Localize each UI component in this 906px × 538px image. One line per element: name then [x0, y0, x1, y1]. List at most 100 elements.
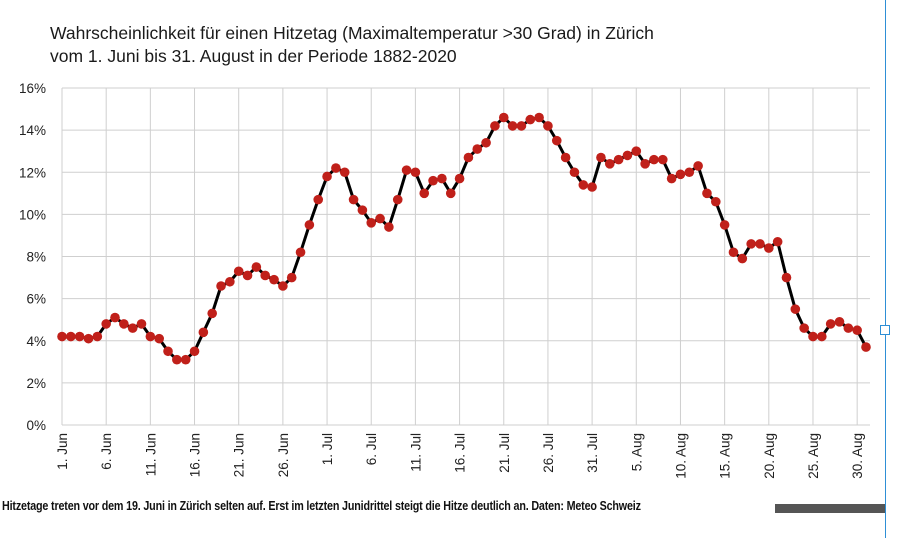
data-point: [454, 173, 465, 184]
data-point: [604, 159, 615, 169]
data-point: [684, 167, 695, 178]
data-point: [119, 319, 129, 329]
data-point: [189, 346, 200, 357]
data-point: [313, 194, 324, 205]
data-point: [825, 319, 836, 329]
x-tick-label: 10. Aug: [673, 433, 688, 479]
data-point: [331, 163, 341, 173]
data-point: [702, 188, 712, 199]
data-point: [843, 323, 854, 333]
y-tick-label: 6%: [26, 292, 46, 307]
caption-bar: [775, 504, 886, 513]
data-point: [101, 319, 111, 329]
data-point: [410, 167, 421, 178]
data-point: [861, 342, 871, 352]
data-point: [269, 274, 279, 285]
x-tick-label: 11. Jun: [143, 433, 158, 476]
data-point: [569, 167, 580, 178]
data-point: [781, 272, 792, 283]
data-point: [711, 196, 721, 207]
y-tick-label: 12%: [19, 165, 46, 180]
chart-title: Wahrscheinlichkeit für einen Hitzetag (M…: [50, 22, 654, 68]
x-tick-label: 6. Jun: [99, 433, 114, 470]
data-point: [543, 121, 553, 131]
x-tick-label: 20. Aug: [762, 433, 777, 479]
data-point: [445, 188, 456, 199]
data-point: [154, 333, 164, 344]
data-point: [498, 112, 509, 123]
data-point: [83, 333, 94, 344]
data-point: [304, 220, 315, 230]
x-tick-label: 26. Jun: [276, 433, 291, 477]
x-tick-label: 15. Aug: [718, 433, 733, 479]
y-tick-label: 2%: [26, 376, 46, 391]
data-point: [233, 266, 244, 277]
x-tick-label: 30. Aug: [850, 433, 865, 479]
data-point: [110, 312, 120, 323]
data-point: [339, 167, 350, 178]
resize-handle[interactable]: [880, 325, 890, 335]
data-point: [375, 213, 385, 224]
data-point: [260, 270, 271, 281]
data-point: [384, 222, 394, 232]
data-point: [693, 161, 703, 171]
data-point: [675, 169, 686, 180]
y-tick-label: 8%: [26, 250, 46, 265]
x-tick-label: 26. Jul: [541, 433, 556, 473]
data-point: [366, 218, 377, 228]
data-point: [286, 272, 297, 283]
y-tick-label: 4%: [26, 334, 46, 349]
x-axis-ticks: 1. Jun 6. Jun 11. Jun 16. Jun 21. Jun 26. Jun…: [55, 433, 865, 479]
x-tick-label: 16. Jul: [453, 433, 468, 473]
data-point: [180, 354, 191, 365]
x-tick-label: 31. Jul: [585, 433, 600, 473]
data-point: [817, 331, 827, 342]
data-point: [790, 304, 801, 314]
series-line: [62, 115, 868, 362]
data-point: [560, 152, 571, 163]
data-point: [472, 144, 483, 154]
data-point: [516, 121, 527, 131]
data-point: [278, 281, 288, 291]
data-point: [348, 194, 359, 205]
data-point: [145, 331, 156, 342]
x-tick-label: 1. Jun: [55, 433, 70, 470]
y-tick-label: 14%: [19, 123, 46, 138]
data-point: [172, 354, 182, 365]
data-point: [198, 327, 209, 338]
data-point: [463, 152, 474, 163]
data-point: [578, 180, 589, 190]
data-point: [207, 308, 217, 319]
y-tick-label: 0%: [26, 418, 46, 433]
data-point: [392, 194, 403, 205]
data-point: [295, 247, 306, 258]
data-point: [657, 154, 668, 165]
data-point: [852, 325, 862, 336]
data-point: [57, 331, 67, 342]
data-point: [622, 150, 633, 161]
data-point: [587, 182, 597, 192]
data-point: [322, 171, 332, 182]
data-point: [719, 220, 730, 230]
data-point: [216, 281, 226, 291]
data-point: [251, 262, 262, 272]
x-tick-label: 16. Jun: [188, 433, 203, 477]
data-point: [419, 188, 430, 199]
data-point: [772, 236, 783, 247]
data-point: [631, 146, 642, 156]
x-tick-label: 11. Jul: [408, 433, 423, 472]
data-point: [401, 165, 412, 175]
data-point: [649, 154, 659, 165]
y-tick-label: 10%: [19, 207, 46, 222]
data-point: [640, 159, 650, 169]
grid-lines: [61, 87, 870, 426]
data-point: [666, 173, 677, 184]
data-point: [737, 253, 748, 264]
data-point: [764, 243, 774, 253]
data-point: [136, 319, 147, 329]
data-point: [437, 173, 447, 184]
data-point: [428, 175, 438, 186]
y-tick-label: 16%: [19, 81, 46, 96]
data-point: [808, 331, 818, 342]
